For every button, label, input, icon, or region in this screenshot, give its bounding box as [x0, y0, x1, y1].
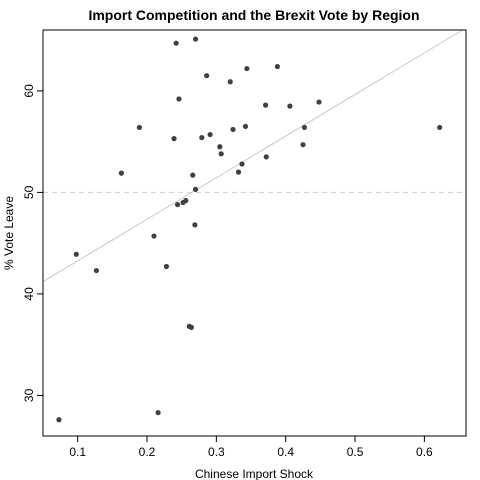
- y-axis-label: % Vote Leave: [2, 196, 16, 270]
- data-point: [230, 126, 236, 133]
- data-point: [437, 124, 443, 131]
- data-point: [244, 65, 250, 72]
- plot-area: [42, 29, 466, 423]
- x-axis: 0.1 0.2 0.3 0.4 0.5 0.6: [69, 436, 433, 459]
- fit-line: [42, 29, 463, 283]
- data-point: [171, 136, 177, 142]
- data-point: [163, 263, 170, 270]
- data-point: [199, 134, 205, 141]
- data-point: [173, 40, 179, 46]
- data-point: [151, 233, 157, 239]
- data-point: [239, 161, 245, 167]
- data-point: [192, 186, 199, 192]
- x-axis-label: Chinese Import Shock: [195, 467, 314, 480]
- x-tick-label: 0.3: [208, 445, 225, 459]
- data-point: [192, 222, 198, 228]
- data-point: [274, 63, 280, 70]
- data-point: [118, 170, 124, 176]
- data-point: [136, 124, 142, 131]
- x-tick-label: 0.5: [347, 445, 364, 459]
- data-point: [227, 79, 233, 85]
- y-tick-label: 40: [22, 287, 36, 301]
- data-point: [192, 36, 199, 42]
- data-point: [204, 73, 210, 79]
- x-tick-label: 0.1: [69, 445, 86, 459]
- y-axis: 30 40 50 60: [22, 84, 43, 402]
- x-tick-label: 0.4: [277, 445, 294, 459]
- data-point: [301, 124, 308, 131]
- x-tick-label: 0.2: [139, 445, 156, 459]
- data-point: [155, 410, 161, 416]
- chart-title: Import Competition and the Brexit Vote b…: [88, 7, 419, 23]
- x-tick-label: 0.6: [416, 445, 433, 459]
- data-point: [188, 324, 194, 330]
- data-point: [287, 103, 293, 109]
- data-point: [262, 102, 269, 108]
- data-point: [174, 201, 181, 208]
- data-point: [242, 123, 249, 130]
- y-tick-label: 30: [22, 388, 36, 402]
- plot-frame: [42, 29, 467, 437]
- data-point: [316, 99, 322, 105]
- data-point: [93, 267, 99, 274]
- data-point: [218, 151, 224, 157]
- data-point: [235, 169, 242, 175]
- data-point: [56, 417, 62, 423]
- data-point: [73, 251, 79, 257]
- data-point: [190, 172, 196, 178]
- y-tick-label: 60: [22, 84, 36, 98]
- data-point: [183, 197, 189, 204]
- data-point: [207, 131, 213, 138]
- data-point: [263, 154, 269, 160]
- data-point: [176, 96, 182, 102]
- data-point: [217, 144, 223, 150]
- data-point: [300, 142, 306, 148]
- y-tick-label: 50: [22, 185, 36, 199]
